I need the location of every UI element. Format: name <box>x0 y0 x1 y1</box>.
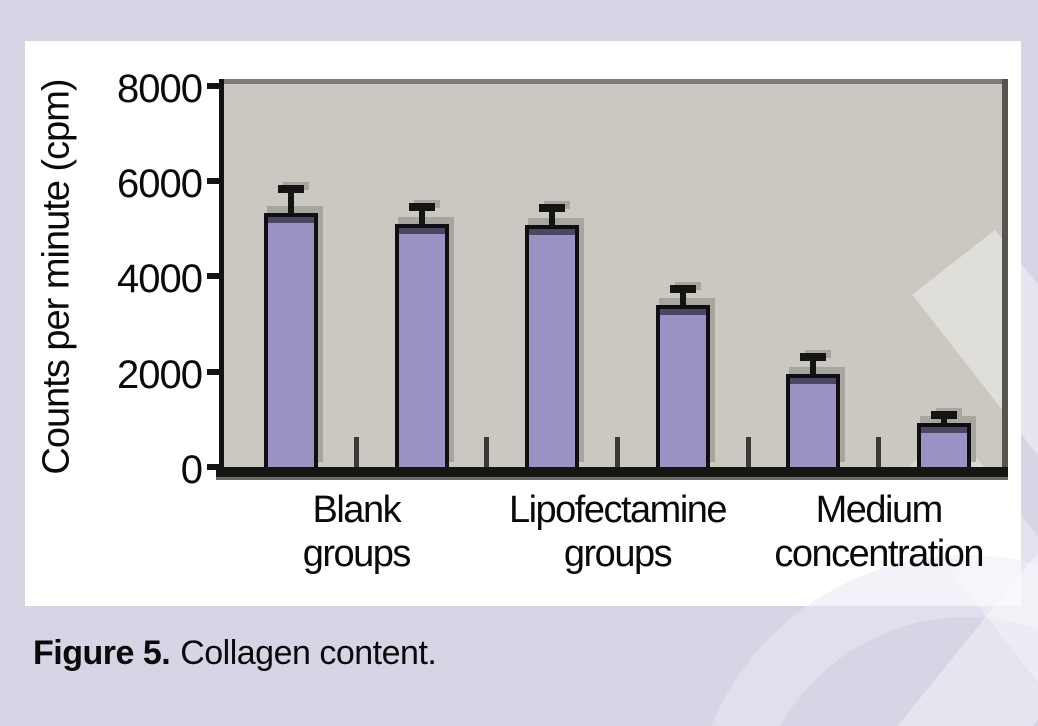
x-axis-group-label: Blank groups <box>196 488 516 576</box>
x-axis-group-label-line: Blank <box>312 489 402 531</box>
bar <box>394 223 449 467</box>
x-axis-group-label-line: Lipofectamine <box>508 489 728 531</box>
bar-top-strip <box>268 217 314 224</box>
y-axis-tick <box>207 368 224 375</box>
y-axis-tick-label: 0 <box>180 448 203 492</box>
y-axis-tick-label: 6000 <box>117 162 203 207</box>
y-axis-tick-label: 4000 <box>117 257 203 302</box>
figure-caption: Figure 5. Collagen content. <box>33 634 437 673</box>
error-bar-cap <box>669 285 696 294</box>
x-axis-group-label-line: groups <box>302 533 412 575</box>
bar-top-strip <box>659 308 706 315</box>
bar <box>786 374 841 467</box>
x-axis-line <box>216 467 1008 480</box>
category-separator-tick <box>876 437 882 467</box>
error-bar-cap <box>408 202 435 211</box>
x-axis-group-label-line: concentration <box>774 533 984 575</box>
error-bar-stem <box>679 289 686 305</box>
bar <box>264 213 318 467</box>
error-bar-stem <box>549 207 556 225</box>
category-separator-tick <box>484 437 490 467</box>
bar-top-strip <box>790 378 837 385</box>
y-axis-tick <box>207 464 224 470</box>
error-bar-stem <box>288 189 294 213</box>
error-bar-cap <box>931 410 957 419</box>
y-axis-tick-label: 8000 <box>117 66 203 111</box>
bar-top-strip <box>398 227 445 234</box>
x-axis-group-label-line: groups <box>563 533 673 575</box>
x-axis-group-label: Medium concentration <box>719 488 1038 576</box>
plot-area <box>224 80 1007 467</box>
bar <box>655 304 710 467</box>
x-axis-group-label-line: Medium <box>815 489 944 531</box>
bar <box>525 224 580 467</box>
plot-frame-right-border <box>1002 79 1008 478</box>
category-separator-tick <box>353 437 359 467</box>
figure-caption-label: Figure 5. <box>33 634 171 672</box>
y-axis-tick <box>207 178 224 185</box>
figure-caption-text: Collagen content. <box>180 634 437 672</box>
y-axis-tick-label: 2000 <box>117 352 203 397</box>
error-bar-cap <box>539 203 566 212</box>
bar-top-strip <box>921 426 967 433</box>
category-separator-tick <box>745 437 751 467</box>
y-axis-tick <box>207 273 224 280</box>
plot-frame-top-border <box>219 79 1007 84</box>
error-bar-stem <box>418 206 425 224</box>
error-bar-stem <box>810 356 817 375</box>
error-bar-cap <box>278 185 304 194</box>
y-axis-tick <box>207 82 224 89</box>
bar-top-strip <box>529 228 576 235</box>
category-separator-tick <box>615 437 620 467</box>
error-bar-cap <box>800 352 827 361</box>
error-bar-stem <box>941 414 947 423</box>
x-axis-group-label: Lipofectamine groups <box>458 488 778 576</box>
